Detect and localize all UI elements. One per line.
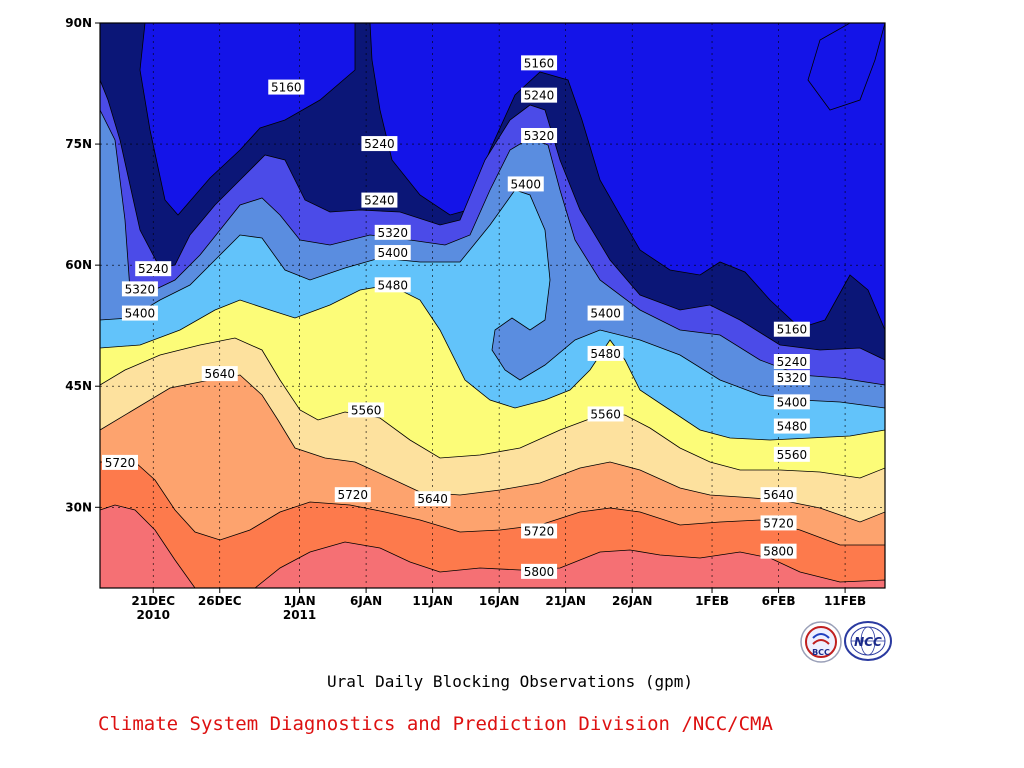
- contour-label: 5320: [777, 371, 808, 385]
- band-5160-5240: [100, 23, 885, 331]
- contour-label: 5800: [524, 565, 555, 579]
- contour-label: 5400: [590, 307, 621, 321]
- contour-label: 5480: [377, 278, 408, 292]
- contour-label-bg: [773, 321, 810, 337]
- y-tick-label: 30N: [65, 500, 92, 514]
- contour-label-bg: [374, 277, 411, 293]
- contour-label: 5560: [590, 407, 621, 421]
- contour-label: 5720: [524, 525, 555, 539]
- chart-title: Ural Daily Blocking Observations (gpm): [326, 672, 694, 691]
- contour-label-bg: [773, 370, 810, 386]
- contour-label: 5320: [377, 226, 408, 240]
- contour-label: 5640: [763, 488, 794, 502]
- contour-label-bg: [760, 487, 797, 503]
- footer-credit: Climate System Diagnostics and Predictio…: [98, 713, 773, 735]
- contour-label-bg: [507, 176, 544, 192]
- contour-label-bg: [587, 406, 624, 422]
- contour-label: 5400: [125, 307, 156, 321]
- y-tick-label: 60N: [65, 258, 92, 272]
- x-tick-label: 1JAN: [283, 594, 315, 608]
- contour-label-bg: [773, 394, 810, 410]
- contour-label: 5240: [524, 89, 555, 103]
- bcc-logo-text: BCC: [812, 648, 830, 657]
- contour-label: 5240: [364, 137, 395, 151]
- contour-bands: [100, 23, 885, 588]
- contour-label-bg: [587, 305, 624, 321]
- contour-label-bg: [374, 245, 411, 261]
- contour-label-bg: [773, 446, 810, 462]
- x-tick-label: 21DEC: [131, 594, 175, 608]
- contour-label: 5320: [125, 282, 156, 296]
- contour-label-bg: [773, 418, 810, 434]
- contour-label: 5640: [417, 492, 448, 506]
- ncc-logo: NCC: [844, 621, 892, 661]
- x-tick-label: 6FEB: [762, 594, 796, 608]
- contour-label: 5720: [105, 456, 136, 470]
- contour-label-bg: [268, 79, 305, 95]
- x-tick-label: 1FEB: [695, 594, 729, 608]
- x-tick-label: 26JAN: [612, 594, 653, 608]
- contour-label: 5320: [524, 129, 555, 143]
- contour-label: 5160: [777, 323, 808, 337]
- contour-label-bg: [374, 224, 411, 240]
- band-above-5800: [100, 504, 885, 588]
- contour-label-bg: [121, 281, 158, 297]
- contour-label-bg: [760, 543, 797, 559]
- contour-label-bg: [521, 55, 558, 71]
- grid: [100, 23, 885, 588]
- contour-label: 5800: [763, 545, 794, 559]
- contour-label-bg: [773, 354, 810, 369]
- contour-label-bg: [102, 454, 138, 470]
- contour-label-bg: [334, 487, 371, 503]
- contour-label: 5400: [777, 395, 808, 409]
- contour-label: 5720: [763, 516, 794, 530]
- band-5720-5800: [100, 461, 885, 588]
- contour-label: 5400: [377, 246, 408, 260]
- contour-label-bg: [521, 563, 558, 579]
- contour-label-bg: [414, 491, 451, 507]
- x-tick-year: 2011: [283, 608, 316, 622]
- y-tick-label: 90N: [65, 16, 92, 30]
- y-tick-label: 75N: [65, 137, 92, 151]
- contour-label-bg: [521, 128, 558, 143]
- x-tick-label: 11FEB: [824, 594, 866, 608]
- y-tick-label: 45N: [65, 379, 92, 393]
- x-tick-label: 21JAN: [545, 594, 586, 608]
- x-tick-label: 26DEC: [198, 594, 242, 608]
- contour-label: 5240: [138, 262, 169, 276]
- contour-label-bg: [521, 87, 558, 103]
- contour-label-bg: [348, 402, 385, 418]
- ncc-logo-text: NCC: [854, 635, 882, 649]
- plot-frame: [99, 22, 886, 589]
- contour-label: 5560: [351, 403, 382, 417]
- contour-label: 5400: [510, 177, 541, 191]
- x-tick-label: 16JAN: [479, 594, 520, 608]
- contour-label: 5720: [338, 488, 369, 502]
- x-tick-label: 6JAN: [350, 594, 382, 608]
- contour-label: 5480: [590, 347, 621, 361]
- bcc-logo: BCC: [800, 621, 842, 663]
- contour-label-bg: [121, 305, 158, 321]
- contour-label-bg: [760, 515, 797, 531]
- contour-label: 5480: [777, 420, 808, 434]
- contour-label: 5240: [777, 355, 808, 369]
- contour-label: 5640: [204, 367, 235, 381]
- x-tick-year: 2010: [137, 608, 170, 622]
- contour-label-bg: [361, 136, 398, 152]
- contour-label-bg: [361, 192, 398, 208]
- contour-label-bg: [135, 261, 172, 277]
- contour-label: 5160: [271, 81, 302, 95]
- contour-label: 5160: [524, 56, 555, 70]
- contour-label-bg: [201, 366, 238, 382]
- y-axis: 30N 45N 60N 75N 90N: [65, 16, 100, 514]
- contour-label-bg: [521, 523, 558, 539]
- contour-labels: 5160 5160 5160 5240 5240 5240 5240 5240 5320 5320…: [102, 55, 810, 579]
- contour-label-bg: [587, 345, 624, 361]
- x-tick-label: 11JAN: [412, 594, 453, 608]
- contour-label: 5560: [777, 448, 808, 462]
- contour-label: 5240: [364, 194, 395, 208]
